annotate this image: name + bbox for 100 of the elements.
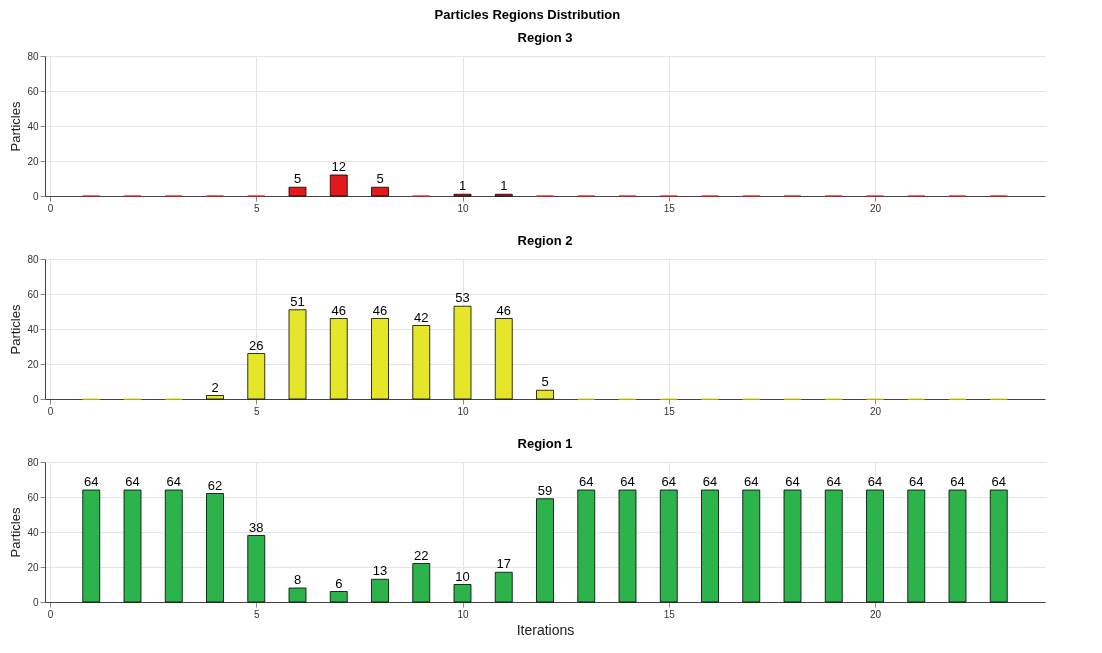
bar <box>948 489 967 603</box>
bar <box>329 174 348 197</box>
y-tick-label: 60 <box>27 85 39 97</box>
data-label: 26 <box>249 337 264 353</box>
x-tick-label: 10 <box>457 202 469 214</box>
bar <box>989 489 1008 603</box>
x-tick-label: 0 <box>47 608 54 620</box>
data-label: 64 <box>620 474 635 489</box>
data-label: 38 <box>249 519 264 535</box>
y-tick-label: 40 <box>27 323 39 335</box>
x-tick-label: 0 <box>47 202 54 214</box>
bar <box>164 489 183 603</box>
chart-title: Region 2 <box>517 233 573 248</box>
data-label: 64 <box>950 474 965 489</box>
x-axis-title: Iterations <box>516 621 575 638</box>
data-label: 42 <box>414 309 429 325</box>
bar <box>82 489 101 603</box>
data-label: 64 <box>166 474 181 489</box>
bar <box>247 535 266 603</box>
data-label: 64 <box>84 474 99 489</box>
bar <box>536 389 554 400</box>
chart-subtitle: Region 3 <box>517 30 573 45</box>
data-label: 64 <box>702 474 718 489</box>
bar <box>247 353 266 400</box>
y-axis-title: Particles <box>8 101 24 152</box>
data-label: 10 <box>455 568 470 584</box>
data-label: 12 <box>331 159 346 174</box>
data-label: 17 <box>496 556 511 572</box>
y-tick-label: 40 <box>27 120 39 132</box>
x-tick-label: 5 <box>253 202 260 214</box>
y-tick-label: 0 <box>32 393 39 405</box>
data-label: 46 <box>331 302 346 318</box>
bar <box>494 318 513 400</box>
data-label: 46 <box>496 302 511 318</box>
bar <box>123 489 142 603</box>
data-label: 2 <box>211 379 219 395</box>
data-label: 51 <box>290 293 305 309</box>
bar <box>288 587 307 603</box>
bar <box>206 493 224 603</box>
y-tick-label: 40 <box>27 526 39 538</box>
bar <box>329 591 348 603</box>
bar <box>371 186 389 197</box>
y-tick-label: 80 <box>27 456 39 468</box>
bar <box>371 578 389 603</box>
data-label: 64 <box>826 474 841 489</box>
chart-title: Region 1 <box>517 436 573 451</box>
data-label: 64 <box>991 474 1006 489</box>
data-label: 64 <box>579 474 594 489</box>
bar <box>412 563 431 603</box>
bar <box>453 584 472 603</box>
y-tick-label: 60 <box>27 288 39 300</box>
chart-title: Particles Regions Distribution <box>434 7 621 22</box>
bar <box>866 489 884 603</box>
bar <box>288 186 307 197</box>
data-label: 46 <box>372 302 388 318</box>
y-tick-label: 20 <box>27 358 39 370</box>
bar <box>329 318 348 400</box>
data-label: 64 <box>125 474 140 489</box>
data-label: 59 <box>537 482 553 498</box>
bar <box>618 489 637 603</box>
x-tick-label: 20 <box>869 405 882 417</box>
data-label: 13 <box>372 563 388 579</box>
bar <box>371 318 389 400</box>
x-tick-label: 10 <box>457 608 469 620</box>
data-label: 64 <box>909 474 924 489</box>
data-label: 64 <box>661 474 676 489</box>
bar <box>742 489 761 603</box>
bar <box>494 571 513 603</box>
data-label: 5 <box>541 374 549 390</box>
x-tick-label: 15 <box>663 608 676 620</box>
y-tick-label: 0 <box>32 596 39 608</box>
x-tick-label: 15 <box>663 202 676 214</box>
x-tick-label: 10 <box>457 405 469 417</box>
x-tick-label: 0 <box>47 405 54 417</box>
y-tick-label: 0 <box>32 190 39 202</box>
y-tick-label: 80 <box>27 50 39 62</box>
x-tick-label: 5 <box>253 608 260 620</box>
x-tick-label: 5 <box>253 405 260 417</box>
bar <box>659 489 678 603</box>
x-tick-label: 15 <box>663 405 676 417</box>
bar <box>288 309 307 400</box>
data-label: 64 <box>867 474 883 489</box>
y-tick-label: 20 <box>27 155 39 167</box>
data-label: 8 <box>293 572 302 587</box>
data-label: 5 <box>376 171 384 187</box>
bar <box>907 489 926 603</box>
bar <box>783 489 802 603</box>
data-label: 5 <box>293 171 302 187</box>
x-tick-label: 20 <box>869 202 882 214</box>
y-tick-label: 60 <box>27 491 39 503</box>
data-label: 1 <box>458 178 467 194</box>
y-tick-label: 20 <box>27 561 39 573</box>
bar <box>206 395 224 400</box>
data-label: 64 <box>785 474 800 489</box>
bar <box>701 489 719 603</box>
data-label: 1 <box>500 178 508 194</box>
y-axis-title: Particles <box>8 304 24 355</box>
data-label: 53 <box>455 290 470 306</box>
x-tick-label: 20 <box>869 608 882 620</box>
bar <box>536 498 554 603</box>
